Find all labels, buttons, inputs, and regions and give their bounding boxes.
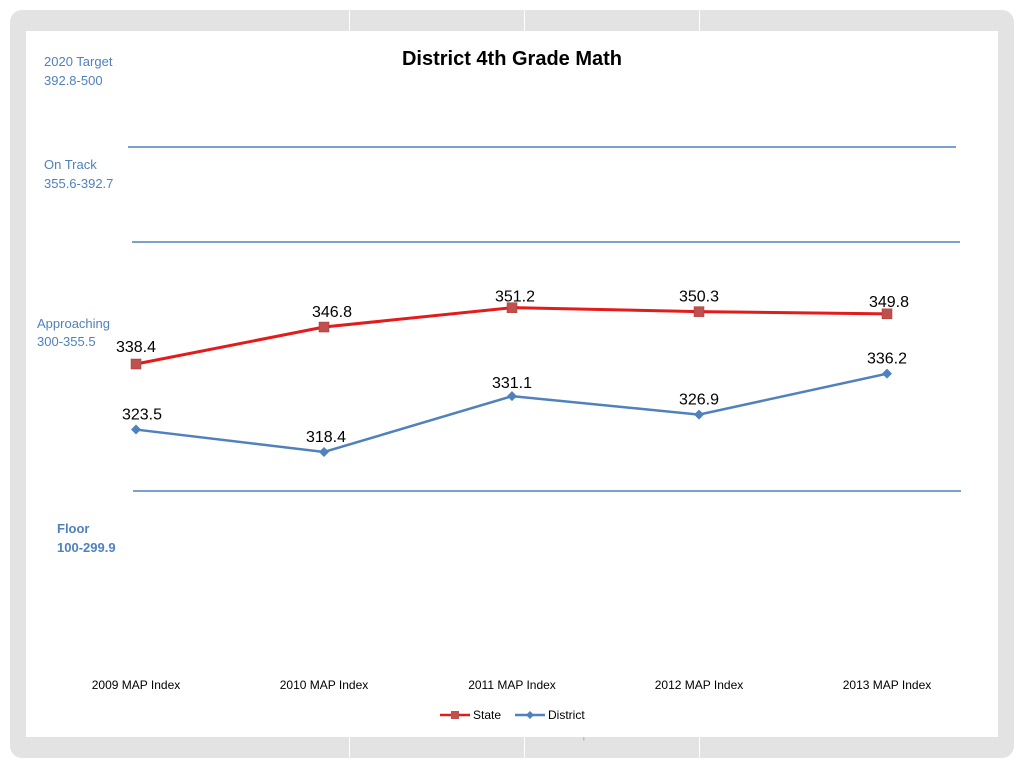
state-marker bbox=[506, 302, 518, 313]
data-label-district: 326.9 bbox=[679, 392, 719, 409]
data-label-district: 336.2 bbox=[867, 351, 907, 368]
band-label-ontrack-range: 355.6-392.7 bbox=[44, 176, 113, 191]
district-marker bbox=[507, 391, 517, 402]
data-label-state: 351.2 bbox=[495, 289, 535, 306]
state-marker bbox=[881, 308, 893, 320]
legend-label-state: State bbox=[473, 708, 501, 722]
legend-label-district: District bbox=[548, 708, 585, 722]
band-label-ontrack: On Track bbox=[44, 157, 97, 172]
x-tick-label: 2009 MAP Index bbox=[92, 678, 181, 692]
band-label-approaching: Approaching bbox=[37, 316, 110, 331]
district-marker bbox=[319, 447, 329, 457]
chart-title: District 4th Grade Math bbox=[402, 48, 622, 70]
legend-marker-state bbox=[451, 711, 459, 719]
legend-marker-district bbox=[526, 711, 534, 719]
state-marker bbox=[130, 358, 142, 370]
band-label-approaching-range: 300-355.5 bbox=[37, 334, 96, 349]
band-label-floor: Floor bbox=[57, 521, 90, 536]
data-label-state: 338.4 bbox=[116, 339, 156, 356]
state-marker bbox=[318, 321, 330, 333]
state-marker bbox=[693, 306, 705, 317]
data-label-state: 350.3 bbox=[679, 289, 719, 306]
line-chart: District 4th Grade Math 2020 Target 392.… bbox=[37, 48, 961, 722]
series-line-state bbox=[135, 306, 888, 366]
district-marker bbox=[882, 368, 892, 379]
x-tick-label: 2010 MAP Index bbox=[280, 678, 369, 692]
data-label-state: 346.8 bbox=[312, 304, 352, 321]
data-label-district: 331.1 bbox=[492, 375, 532, 392]
data-label-state: 349.8 bbox=[869, 294, 909, 311]
district-marker bbox=[694, 409, 704, 420]
x-tick-label: 2011 MAP Index bbox=[468, 678, 556, 692]
x-tick-label: 2012 MAP Index bbox=[655, 678, 744, 692]
district-marker bbox=[131, 424, 141, 435]
data-label-district: 318.4 bbox=[306, 429, 346, 446]
band-label-target: 2020 Target bbox=[44, 54, 113, 69]
x-tick-label: 2013 MAP Index bbox=[843, 678, 932, 692]
band-label-target-range: 392.8-500 bbox=[44, 73, 103, 88]
chart-area: District 4th Grade Math 2020 Target 392.… bbox=[26, 31, 998, 737]
band-label-floor-range: 100-299.9 bbox=[57, 540, 116, 555]
data-label-district: 323.5 bbox=[122, 407, 162, 424]
